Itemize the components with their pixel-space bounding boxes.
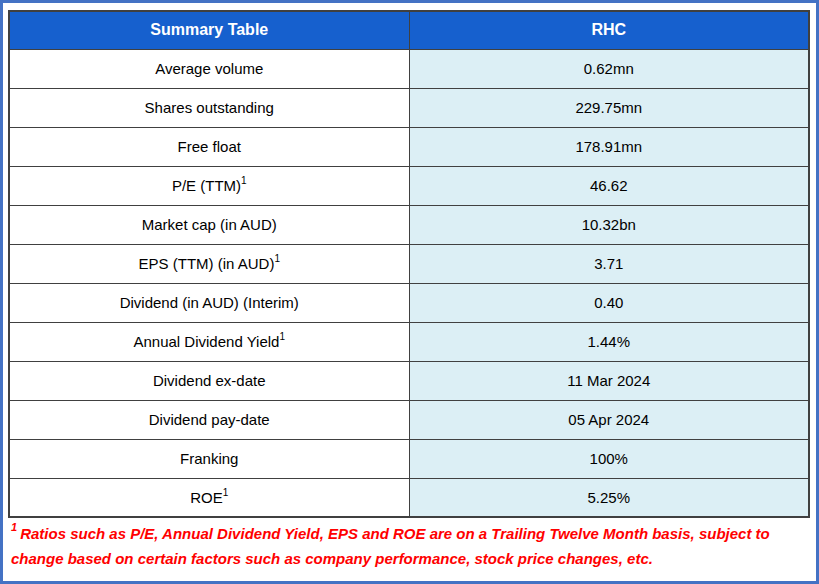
table-row: ROE1 5.25% xyxy=(9,478,809,517)
metric-label-cell: Dividend pay-date xyxy=(9,400,409,439)
metric-value-cell: 0.40 xyxy=(409,283,809,322)
metric-value: 1.44% xyxy=(587,333,630,350)
footnote-ref-sup: 1 xyxy=(279,331,285,342)
metric-label: Dividend pay-date xyxy=(149,411,270,428)
metric-value-cell: 10.32bn xyxy=(409,205,809,244)
table-row: Annual Dividend Yield1 1.44% xyxy=(9,322,809,361)
table-row: P/E (TTM)1 46.62 xyxy=(9,166,809,205)
metric-value-cell: 46.62 xyxy=(409,166,809,205)
metric-value: 46.62 xyxy=(590,177,628,194)
footnote-ref-sup: 1 xyxy=(241,175,247,186)
metric-label: Dividend (in AUD) (Interim) xyxy=(120,294,299,311)
metric-label: Annual Dividend Yield xyxy=(134,333,280,350)
summary-page: Summary Table RHC Average volume 0.62mn … xyxy=(0,0,819,584)
footnote-sup: 1 xyxy=(11,521,17,533)
metric-value: 100% xyxy=(590,450,628,467)
table-row: Dividend pay-date 05 Apr 2024 xyxy=(9,400,809,439)
metric-value-cell: 100% xyxy=(409,439,809,478)
metric-value-cell: 11 Mar 2024 xyxy=(409,361,809,400)
metric-value: 05 Apr 2024 xyxy=(568,411,649,428)
metric-value: 10.32bn xyxy=(582,216,636,233)
table-row: Franking 100% xyxy=(9,439,809,478)
metric-value-cell: 229.75mn xyxy=(409,88,809,127)
header-row: Summary Table RHC xyxy=(9,11,809,49)
metric-value: 0.40 xyxy=(594,294,623,311)
metric-label: Shares outstanding xyxy=(145,99,274,116)
table-row: Dividend (in AUD) (Interim) 0.40 xyxy=(9,283,809,322)
footnote-ref-sup: 1 xyxy=(274,253,280,264)
metric-label-cell: ROE1 xyxy=(9,478,409,517)
footnote-text: Ratios such as P/E, Annual Dividend Yiel… xyxy=(11,525,770,567)
table-row: EPS (TTM) (in AUD)1 3.71 xyxy=(9,244,809,283)
metric-value: 3.71 xyxy=(594,255,623,272)
metric-label: EPS (TTM) (in AUD) xyxy=(139,255,275,272)
metric-value-cell: 0.62mn xyxy=(409,49,809,88)
summary-table-body: Average volume 0.62mn Shares outstanding… xyxy=(9,49,809,517)
footnote: 1Ratios such as P/E, Annual Dividend Yie… xyxy=(8,521,810,571)
metric-label-cell: Dividend ex-date xyxy=(9,361,409,400)
metric-value-cell: 3.71 xyxy=(409,244,809,283)
metric-label-cell: Market cap (in AUD) xyxy=(9,205,409,244)
table-row: Free float 178.91mn xyxy=(9,127,809,166)
column-header-summary-table: Summary Table xyxy=(9,11,409,49)
footnote-ref-sup: 1 xyxy=(223,487,229,498)
metric-value-cell: 178.91mn xyxy=(409,127,809,166)
metric-label: ROE xyxy=(190,489,223,506)
metric-value: 11 Mar 2024 xyxy=(567,372,650,389)
metric-label: Dividend ex-date xyxy=(153,372,266,389)
metric-label: Average volume xyxy=(155,60,263,77)
metric-value: 178.91mn xyxy=(575,138,642,155)
metric-value-cell: 05 Apr 2024 xyxy=(409,400,809,439)
metric-label-cell: EPS (TTM) (in AUD)1 xyxy=(9,244,409,283)
metric-label-cell: P/E (TTM)1 xyxy=(9,166,409,205)
metric-value-cell: 1.44% xyxy=(409,322,809,361)
metric-value: 229.75mn xyxy=(575,99,642,116)
table-row: Dividend ex-date 11 Mar 2024 xyxy=(9,361,809,400)
summary-table-head: Summary Table RHC xyxy=(9,11,809,49)
table-row: Average volume 0.62mn xyxy=(9,49,809,88)
metric-label-cell: Annual Dividend Yield1 xyxy=(9,322,409,361)
metric-label-cell: Average volume xyxy=(9,49,409,88)
column-header-rhc: RHC xyxy=(409,11,809,49)
metric-label-cell: Franking xyxy=(9,439,409,478)
metric-label: Free float xyxy=(178,138,241,155)
metric-value: 0.62mn xyxy=(584,60,634,77)
metric-label-cell: Dividend (in AUD) (Interim) xyxy=(9,283,409,322)
metric-label-cell: Shares outstanding xyxy=(9,88,409,127)
table-row: Market cap (in AUD) 10.32bn xyxy=(9,205,809,244)
metric-value-cell: 5.25% xyxy=(409,478,809,517)
table-row: Shares outstanding 229.75mn xyxy=(9,88,809,127)
summary-table: Summary Table RHC Average volume 0.62mn … xyxy=(8,10,810,518)
metric-label: Franking xyxy=(180,450,238,467)
metric-value: 5.25% xyxy=(587,489,630,506)
metric-label: P/E (TTM) xyxy=(172,177,241,194)
metric-label-cell: Free float xyxy=(9,127,409,166)
metric-label: Market cap (in AUD) xyxy=(142,216,277,233)
